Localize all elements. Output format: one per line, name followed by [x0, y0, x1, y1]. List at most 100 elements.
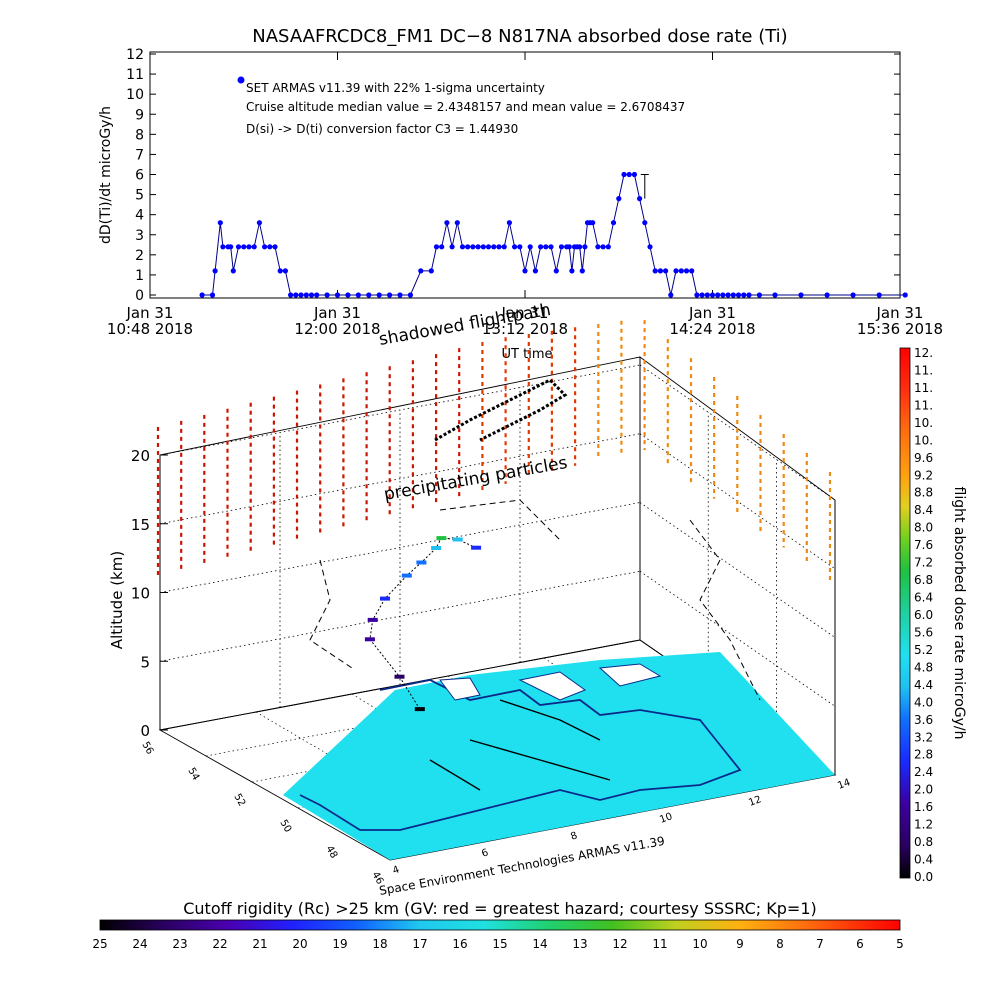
data-point [725, 292, 731, 298]
data-point [397, 292, 403, 298]
rigidity-tick-label: 13 [572, 937, 587, 951]
flight-path-point [452, 537, 463, 542]
data-point [345, 292, 351, 298]
data-point [217, 220, 223, 226]
data-point [517, 244, 523, 250]
rigidity-tick-label: 8 [776, 937, 784, 951]
data-point [720, 292, 726, 298]
dose-rate-series [199, 171, 908, 298]
data-point [741, 292, 747, 298]
flight-path-point [380, 596, 390, 601]
data-point [387, 292, 393, 298]
data-point [267, 244, 273, 250]
data-point [876, 292, 882, 298]
data-point [824, 292, 830, 298]
x-tick-label-date: Jan 31 [126, 304, 174, 322]
dose-tick-label: 3.6 [914, 713, 933, 727]
data-point [308, 292, 315, 298]
rigidity-colorbar-ticks: 25 24 23 22 21 20 19 18 17 16 15 14 13 12 11 10 9 8 7 6 5 [92, 937, 903, 951]
x-tick-label-date: Jan 31 [313, 304, 361, 322]
data-point [543, 244, 549, 250]
data-point [272, 244, 278, 250]
data-point [444, 220, 450, 226]
rigidity-colorbar [99, 919, 901, 931]
y-tick-label: 1 [135, 268, 144, 284]
dose-tick-label: 1.2 [914, 818, 933, 832]
data-point [595, 244, 601, 250]
longitude-tick-label: 8 [569, 830, 579, 843]
data-point [699, 292, 705, 298]
dose-tick-label: 0.0 [914, 870, 933, 884]
longitude-ticks: 4 6 8 10 12 14 [391, 777, 852, 877]
data-point [673, 268, 679, 274]
data-point [566, 244, 572, 250]
y-tick-label: 3 [135, 228, 144, 244]
dose-tick-label: 0.8 [914, 835, 933, 849]
dose-tick-label: 9.6 [914, 451, 933, 465]
data-point [756, 292, 763, 298]
data-point [678, 268, 684, 274]
rigidity-tick-label: 19 [332, 937, 347, 951]
flight-path-point [364, 637, 375, 642]
rigidity-tick-label: 14 [532, 937, 547, 951]
flight-path-point [471, 545, 482, 550]
data-point [288, 292, 294, 298]
shadowed-flightpath [434, 378, 568, 442]
ground-track [309, 499, 761, 701]
conversion-note: D(si) -> D(ti) conversion factor C3 = 1.… [246, 122, 518, 136]
data-point [293, 292, 299, 298]
rigidity-tick-label: 17 [412, 937, 427, 951]
x-tick-label-time: 13:12 2018 [482, 320, 568, 338]
data-point [652, 268, 658, 274]
data-point [548, 244, 554, 250]
latitude-tick-label: 48 [323, 844, 339, 861]
data-point [642, 220, 648, 226]
data-point [579, 268, 585, 274]
data-point [366, 292, 372, 298]
dose-tick-label: 4.8 [914, 660, 933, 674]
latitude-tick-label: 54 [185, 766, 201, 783]
grid-line-left [159, 502, 641, 593]
dose-tick-label: 11. [914, 363, 933, 377]
rigidity-tick-label: 5 [896, 937, 904, 951]
data-point [850, 292, 856, 298]
dose-tick-label: 3.2 [914, 730, 933, 744]
data-point [501, 244, 507, 250]
data-point [522, 268, 528, 274]
flight-path-point [431, 546, 442, 550]
data-point [496, 244, 502, 250]
data-point [303, 292, 309, 298]
y-tick-label: 4 [135, 208, 144, 224]
altitude-ticks: 0 5 10 15 20 [131, 447, 168, 740]
data-point [230, 268, 236, 274]
dose-tick-label: 7.2 [914, 556, 933, 570]
rigidity-tick-label: 18 [372, 937, 387, 951]
data-point [199, 292, 205, 298]
latitude-tick-label: 52 [231, 792, 247, 809]
data-point [683, 268, 690, 274]
sea-region [283, 652, 835, 860]
data-point [610, 220, 617, 226]
flight-path-point [436, 536, 447, 541]
data-point [246, 244, 252, 250]
data-point [355, 292, 361, 298]
land-blobs [439, 663, 662, 701]
y-tick-label: 6 [135, 168, 144, 184]
grid-line-right [639, 502, 836, 638]
data-point [600, 244, 606, 250]
dose-tick-label: 6.0 [914, 608, 933, 622]
y-tick-label: 0 [135, 288, 144, 304]
data-point [407, 292, 413, 298]
rigidity-tick-label: 21 [252, 937, 267, 951]
data-point [902, 292, 908, 298]
flight-path-point [401, 573, 412, 578]
data-point [334, 292, 341, 298]
annotation-precipitating: precipitating particles [382, 453, 569, 505]
data-point [433, 244, 440, 250]
dose-tick-label: 4.4 [914, 678, 933, 692]
data-point [637, 196, 643, 202]
series-line [202, 174, 906, 296]
data-point [475, 244, 481, 250]
data-point [631, 171, 638, 178]
